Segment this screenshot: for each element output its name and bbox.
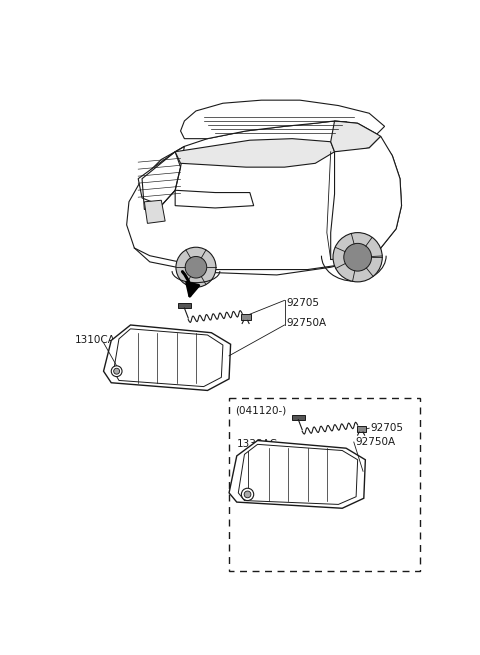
Polygon shape [180,100,384,139]
Text: 92705: 92705 [286,297,319,308]
Polygon shape [138,152,180,206]
Polygon shape [175,139,335,167]
Bar [241,314,251,320]
Circle shape [333,233,382,282]
Circle shape [111,365,122,377]
Bar [357,426,366,432]
Circle shape [244,491,251,498]
Circle shape [185,257,207,278]
Bar [292,415,304,420]
Polygon shape [175,190,254,208]
Bar [178,303,191,308]
Polygon shape [229,441,365,508]
Text: 92750A: 92750A [286,318,326,328]
Polygon shape [104,325,230,390]
Polygon shape [331,136,402,259]
Circle shape [114,368,120,374]
Text: 1310CA: 1310CA [75,335,116,345]
Circle shape [344,244,372,271]
Text: 1338AC: 1338AC [237,440,277,449]
Text: (041120-): (041120-) [235,405,287,415]
Text: 92750A: 92750A [355,437,396,447]
Text: 92705: 92705 [371,423,404,433]
Circle shape [176,247,216,288]
Polygon shape [127,121,402,275]
Circle shape [241,488,254,500]
Polygon shape [144,200,165,223]
Polygon shape [331,121,381,152]
